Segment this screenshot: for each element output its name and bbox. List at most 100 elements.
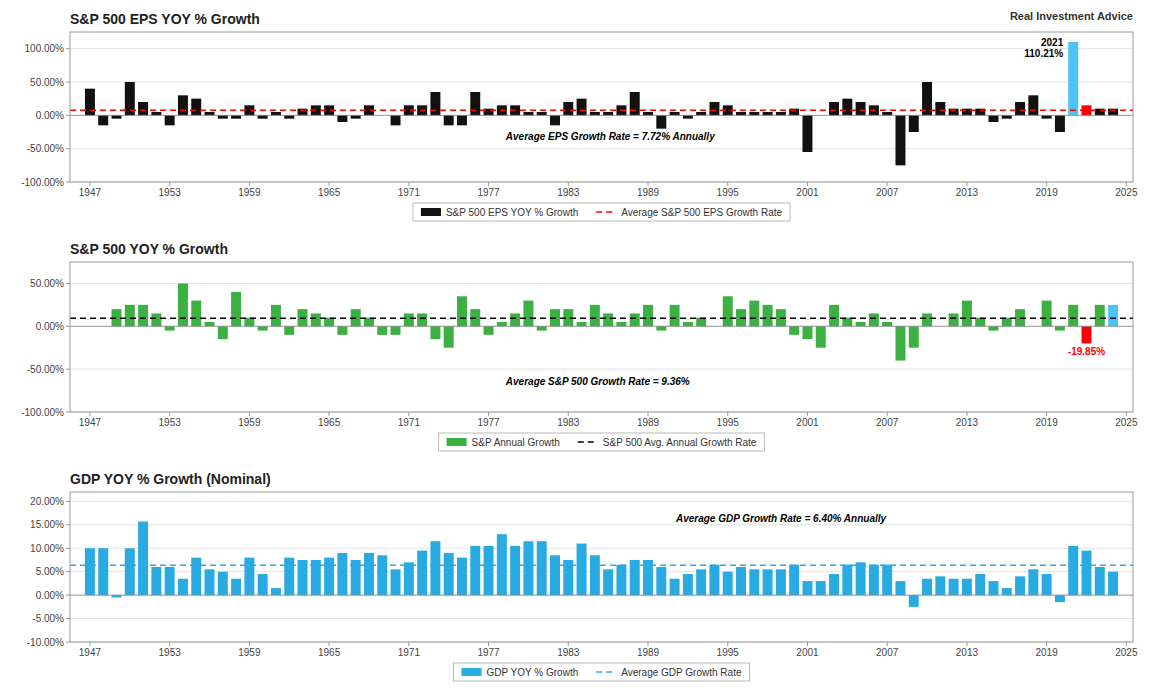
bar [284,326,294,335]
bar [205,569,215,595]
bar [125,548,135,595]
bar [856,562,866,595]
bar [577,544,587,596]
bar [869,313,879,326]
x-tick-label: 1947 [79,647,102,658]
x-axis: 1947195319591965197119771983198919952001… [79,182,1138,198]
y-tick [66,571,70,572]
x-tick [329,412,330,416]
bar [138,305,148,326]
y-tick-label: 5.00% [36,566,64,577]
bar [391,569,401,595]
x-tick [648,412,649,416]
bar [723,572,733,595]
annotations: Average S&P 500 Growth Rate = 9.36%-19.8… [505,346,1105,387]
bar [271,588,281,595]
x-tick-label: 2013 [956,417,979,428]
x-tick-label: 2001 [796,417,819,428]
x-tick-label: 2025 [1115,187,1138,198]
x-tick-label: 1995 [717,647,740,658]
grid-line [70,369,1133,370]
y-tick [66,115,70,116]
bar [1028,95,1038,115]
x-tick [1126,182,1127,186]
annotation: Average EPS Growth Rate = 7.72% Annually [505,131,715,142]
y-tick-label: 50.00% [30,77,64,88]
x-tick [568,412,569,416]
bar [351,115,361,118]
bar [736,112,746,115]
zero-line [70,326,1133,327]
bar [470,546,480,595]
y-tick [66,548,70,549]
bar [1028,569,1038,595]
bar [151,313,161,326]
y-tick-label: 0.00% [36,590,64,601]
bar [258,574,268,595]
bar [510,313,520,326]
legend-item: S&P 500 Avg. Annual Growth Rate [578,437,757,448]
legend: S&P Annual Growth S&P 500 Avg. Annual Gro… [439,433,765,451]
bar [577,99,587,116]
bar [430,92,440,115]
bar [457,115,467,125]
x-tick [329,642,330,646]
watermark: Real Investment Advice [1010,10,1133,22]
bar [789,326,799,335]
bar [895,581,905,595]
bar [616,322,626,326]
y-tick-label: 100.00% [25,43,65,54]
bar [537,326,547,330]
bar [457,296,467,326]
x-tick-label: 1983 [557,647,580,658]
bar [311,313,321,326]
grid [70,501,1133,642]
y-axis: -10.00%-5.00%0.00%5.00%10.00%15.00%20.00… [27,496,70,648]
bar [1068,305,1078,326]
legend-label: S&P Annual Growth [472,437,560,448]
bar [550,555,560,595]
bar [895,326,905,360]
bar [85,548,95,595]
bar [1015,102,1025,115]
bar [656,115,666,128]
x-tick [807,412,808,416]
y-tick-label: -50.00% [27,364,64,375]
grid [70,283,1133,412]
x-tick [966,412,967,416]
x-tick [89,642,90,646]
bar [962,579,972,595]
x-tick-label: 2007 [876,417,899,428]
x-tick [488,412,489,416]
x-tick [89,182,90,186]
bar [364,553,374,595]
y-tick-label: 0.00% [36,110,64,121]
grid-line [70,115,1133,116]
bar [231,579,241,595]
x-tick [408,642,409,646]
bar [1042,574,1052,595]
bar [763,112,773,115]
x-tick [807,182,808,186]
x-tick [887,182,888,186]
x-tick [408,412,409,416]
y-tick [66,82,70,83]
bar [457,558,467,596]
bar [749,569,759,595]
annotation: 2021110.21% [1024,37,1063,59]
bar [789,565,799,595]
bar [842,565,852,595]
bar [670,305,680,326]
y-tick-label: 20.00% [30,496,64,507]
grid-line [70,283,1133,284]
bar [829,574,839,595]
grid-line [70,548,1133,549]
bar [816,326,826,347]
bar [895,115,905,165]
bar [683,115,693,118]
y-tick [66,148,70,149]
annotation-line: Average GDP Growth Rate = 6.40% Annually [675,513,887,524]
bar [643,112,653,115]
bar [151,112,161,115]
bar [218,572,228,595]
